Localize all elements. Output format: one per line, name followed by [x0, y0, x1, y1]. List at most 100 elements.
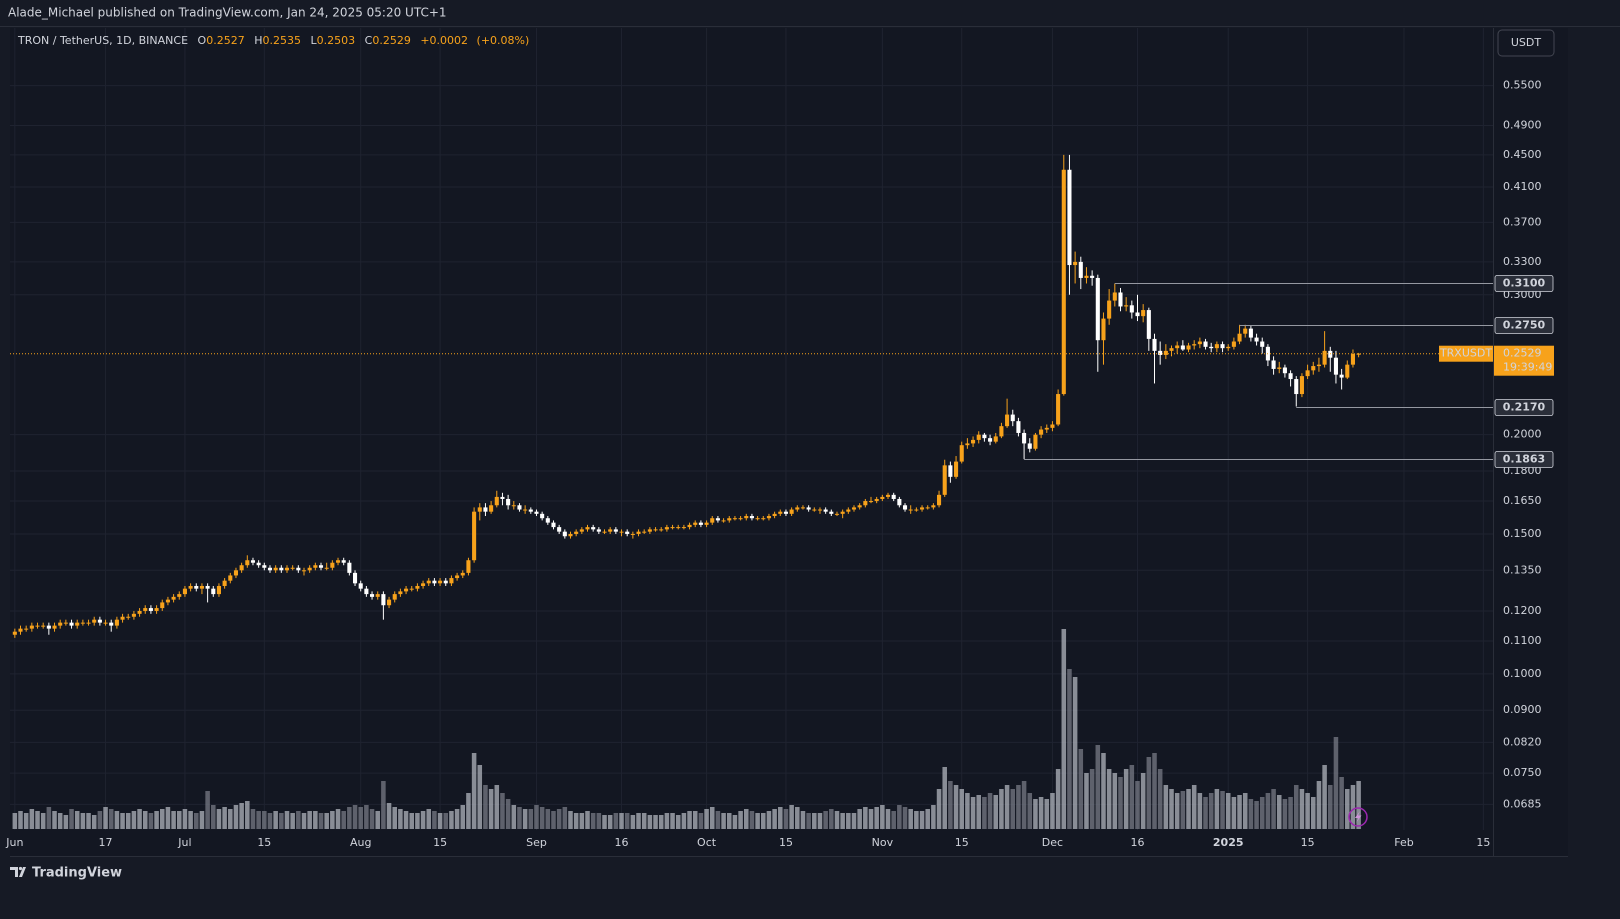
candle-body	[364, 588, 369, 595]
candle-body	[1294, 379, 1299, 395]
candle-body	[1118, 292, 1123, 307]
volume-bar	[936, 789, 942, 829]
volume-bar	[1027, 793, 1033, 829]
volume-bar	[1118, 777, 1123, 829]
currency-button-frame[interactable]	[1497, 29, 1555, 57]
y-tick-label: 0.0900	[1503, 703, 1542, 716]
volume-bar	[602, 815, 607, 829]
x-tick-label: Sep	[526, 836, 547, 849]
currency-button-label[interactable]: USDT	[1511, 36, 1542, 49]
candle-body	[477, 507, 482, 512]
candle-body	[97, 619, 102, 623]
volume-bar	[1310, 797, 1316, 829]
candle-body	[1061, 169, 1066, 395]
x-tick-label: Aug	[350, 836, 371, 849]
candle-body	[154, 608, 159, 611]
candle-body	[585, 527, 590, 530]
volume-bar	[908, 809, 913, 829]
candle-body	[993, 436, 998, 442]
volume-bar	[761, 813, 766, 829]
candle-body	[1044, 427, 1049, 430]
candle-body	[625, 531, 630, 534]
candle-body	[1175, 345, 1180, 349]
volume-bar	[1203, 797, 1208, 829]
ohlc-value: 0.2529	[372, 34, 411, 47]
candle-body	[1299, 376, 1304, 395]
candle-body	[732, 518, 737, 520]
volume-bar	[477, 765, 483, 829]
volume-bar	[709, 807, 715, 829]
candle-body	[1192, 344, 1197, 346]
candle-body	[1146, 310, 1151, 339]
candle-body	[971, 439, 976, 444]
volume-bar	[1282, 799, 1288, 829]
replay-icon[interactable]	[1348, 807, 1368, 827]
volume-bar	[687, 811, 692, 829]
volume-bar	[715, 811, 721, 829]
volume-bar	[585, 811, 590, 829]
candle-body	[250, 560, 256, 563]
candle-body	[954, 461, 959, 477]
candle-body	[834, 513, 840, 515]
volume-bar	[942, 767, 947, 829]
y-tick-label: 0.1200	[1503, 604, 1542, 617]
volume-bar	[91, 815, 97, 829]
volume-bar	[466, 793, 471, 829]
volume-bar	[1146, 757, 1152, 829]
replay-icon-ring[interactable]	[1348, 807, 1368, 827]
candle-body	[92, 619, 97, 623]
level-badge	[1494, 399, 1554, 416]
candle-body	[1124, 305, 1129, 307]
volume-bar	[613, 813, 619, 829]
replay-icon-bolt[interactable]	[1355, 811, 1362, 823]
volume-bar	[982, 797, 987, 829]
candle-body	[1101, 318, 1106, 341]
publisher-line: Alade_Michael published on TradingView.c…	[8, 6, 447, 20]
candle-body	[772, 513, 777, 517]
currency-button[interactable]: USDT	[1497, 29, 1555, 57]
volume-bar	[641, 813, 647, 829]
volume-bar	[1174, 793, 1180, 829]
volume-bar	[721, 813, 726, 829]
volume-bar	[426, 809, 432, 829]
candle-body	[817, 509, 823, 511]
volume-bar	[80, 813, 86, 829]
candle-body	[1078, 261, 1083, 278]
volume-bar	[352, 805, 358, 829]
candle-body	[965, 443, 970, 446]
countdown: 19:39:49	[1503, 361, 1552, 374]
volume-bar	[86, 813, 91, 829]
candle-body	[664, 527, 669, 530]
volume-bar	[165, 807, 171, 829]
volume-bar	[398, 809, 403, 829]
volume-bar	[681, 813, 687, 829]
candle-layer	[12, 154, 1361, 638]
volume-bar	[636, 813, 641, 829]
volume-bar	[965, 793, 970, 829]
volume-bar	[364, 805, 369, 829]
volume-bar	[239, 803, 244, 829]
candle-body	[659, 529, 664, 531]
volume-bar	[1191, 785, 1197, 829]
volume-bar	[732, 815, 738, 829]
volume-bar	[851, 813, 857, 829]
volume-bar	[1016, 785, 1021, 829]
volume-bar	[556, 809, 562, 829]
volume-bar	[1072, 677, 1078, 829]
candle-body	[738, 518, 743, 520]
volume-bar	[545, 809, 551, 829]
volume-bar	[726, 813, 732, 829]
candle-body	[1311, 366, 1316, 371]
candle-body	[358, 583, 363, 589]
candle-body	[851, 507, 857, 510]
candle-body	[1243, 328, 1248, 334]
volume-bar	[500, 793, 505, 829]
candle-body	[69, 622, 74, 626]
volume-bar	[846, 813, 851, 829]
candle-body	[1016, 421, 1021, 433]
candle-body	[1288, 373, 1293, 380]
candle-body	[897, 498, 902, 506]
candle-body	[914, 509, 919, 511]
volume-bar	[511, 805, 517, 829]
volume-bar	[483, 785, 488, 829]
